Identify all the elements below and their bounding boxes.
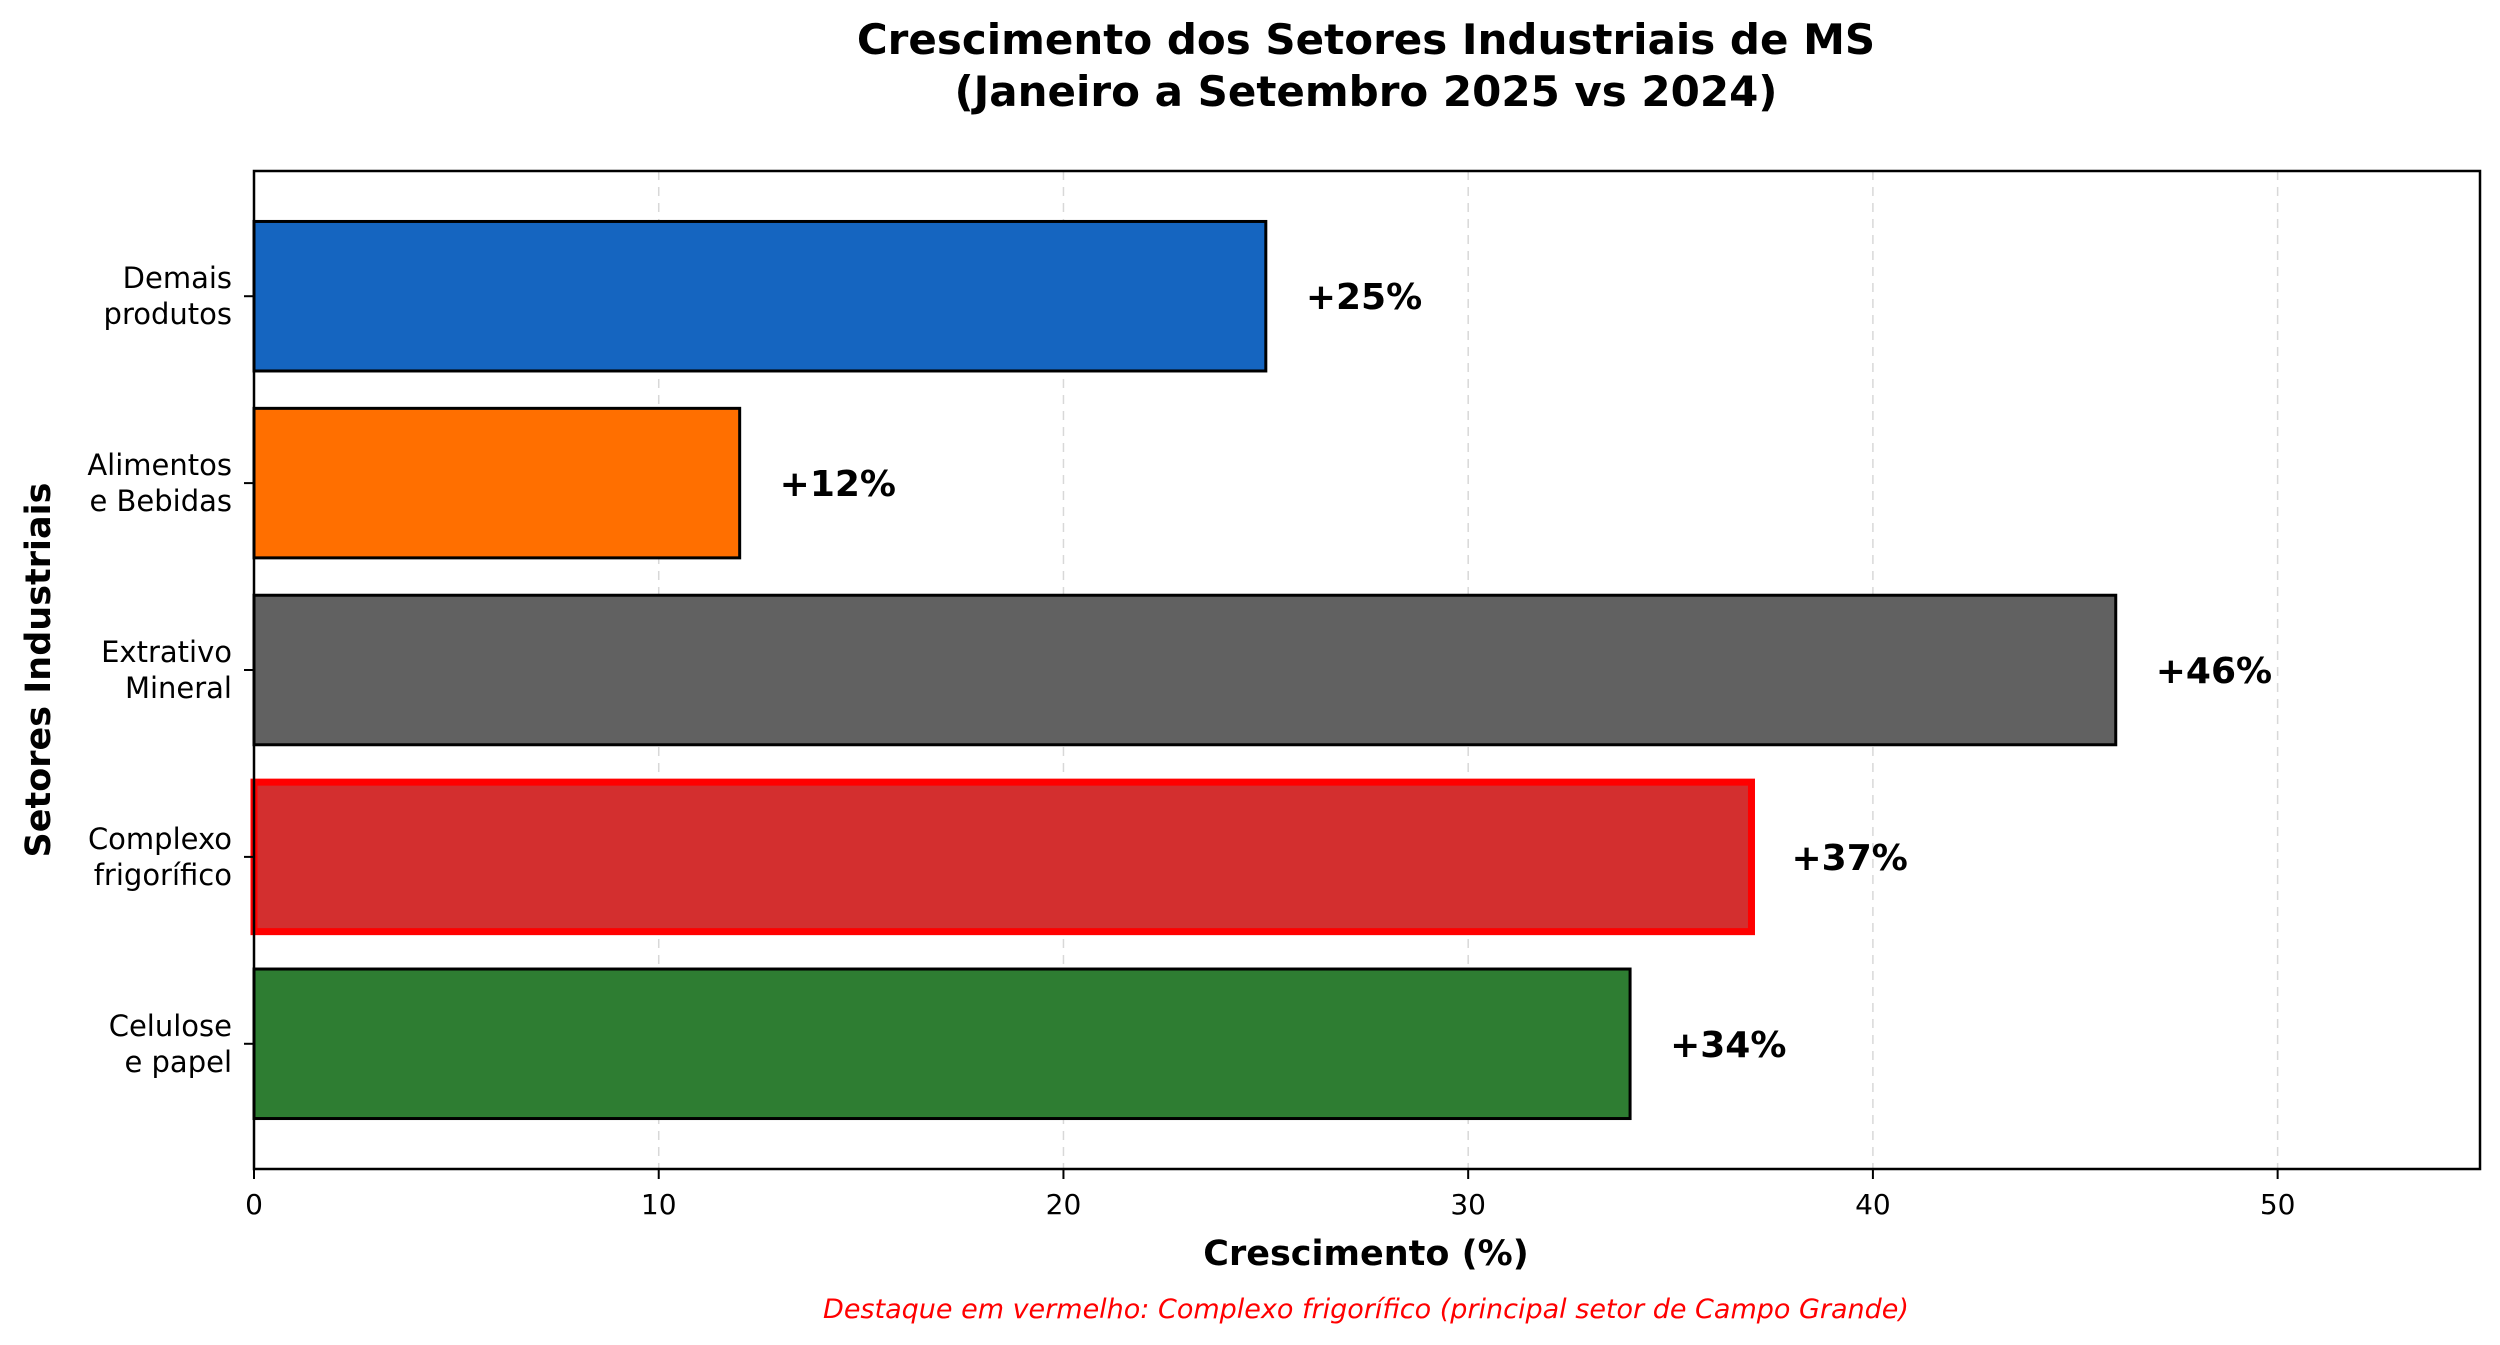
- y-axis-label: Setores Industriais: [19, 483, 59, 858]
- x-axis-ticks: 0 10 20 30 40 50: [245, 1169, 2295, 1221]
- bar-data-label: +25%: [1306, 277, 1422, 318]
- bar-complexo-frigorífico: [250, 778, 1755, 936]
- x-axis-label: Crescimento (%): [1203, 1234, 1528, 1274]
- y-tick-label: Alimentos: [87, 448, 232, 482]
- chart-title-line-2: (Janeiro a Setembro 2025 vs 2024): [954, 67, 1777, 116]
- bar-alimentos-e-bebidas: [252, 406, 742, 560]
- x-tick-label: 10: [641, 1188, 677, 1221]
- chart-title-line-1: Crescimento dos Setores Industriais de M…: [857, 15, 1875, 64]
- y-tick-label: Complexo: [88, 822, 232, 856]
- y-tick-label: e Bebidas: [89, 484, 232, 518]
- bar-demais-produtos: [252, 219, 1268, 373]
- x-tick-label: 50: [2260, 1188, 2296, 1221]
- x-tick-label: 20: [1046, 1188, 1082, 1221]
- x-tick-label: 0: [245, 1188, 263, 1221]
- highlight-note: Destaque em vermelho: Complexo frigorífi…: [823, 1294, 1909, 1325]
- y-tick-label: produtos: [104, 297, 232, 331]
- y-tick-label: Extrativo: [101, 635, 232, 669]
- x-tick-label: 40: [1855, 1188, 1891, 1221]
- bar-extrativo-mineral: [252, 593, 2118, 747]
- bars: [250, 219, 2118, 1121]
- y-tick-label: frigorífico: [94, 858, 232, 892]
- bar-data-label: +34%: [1670, 1025, 1786, 1066]
- bar-data-label: +12%: [780, 464, 896, 505]
- bar-data-label: +46%: [2156, 651, 2272, 692]
- y-tick-label: Mineral: [125, 671, 232, 705]
- y-tick-label: Celulose: [109, 1009, 232, 1043]
- bar-data-label: +37%: [1791, 838, 1907, 879]
- y-tick-label: e papel: [124, 1045, 232, 1079]
- bar-celulose-e-papel: [252, 967, 1632, 1121]
- y-tick-label: Demais: [123, 261, 232, 295]
- data-labels: +34% +37% +46% +12% +25%: [780, 277, 2272, 1066]
- x-tick-label: 30: [1450, 1188, 1486, 1221]
